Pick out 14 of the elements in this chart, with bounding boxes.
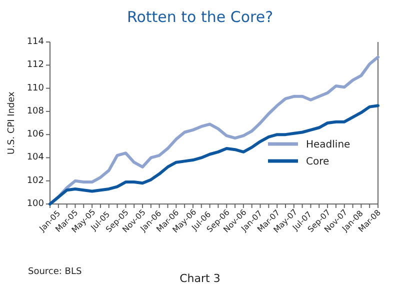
chart-title: Rotten to the Core? <box>126 8 274 26</box>
caption: Chart 3 <box>180 272 220 285</box>
y-tick-label: 104 <box>26 152 44 163</box>
y-tick-label: 108 <box>26 106 44 116</box>
legend-label: Core <box>306 156 330 168</box>
y-tick-label: 100 <box>26 199 44 209</box>
legend-label: Headline <box>306 140 350 150</box>
y-tick-label: 112 <box>26 60 44 70</box>
y-tick-label: 102 <box>26 176 44 186</box>
y-tick-label: 106 <box>26 130 44 140</box>
y-tick-label: 114 <box>26 37 44 47</box>
source-note: Source: BLS <box>28 267 82 277</box>
y-tick-label: 110 <box>26 83 44 94</box>
y-axis-title: U.S. CPI Index <box>7 90 17 154</box>
